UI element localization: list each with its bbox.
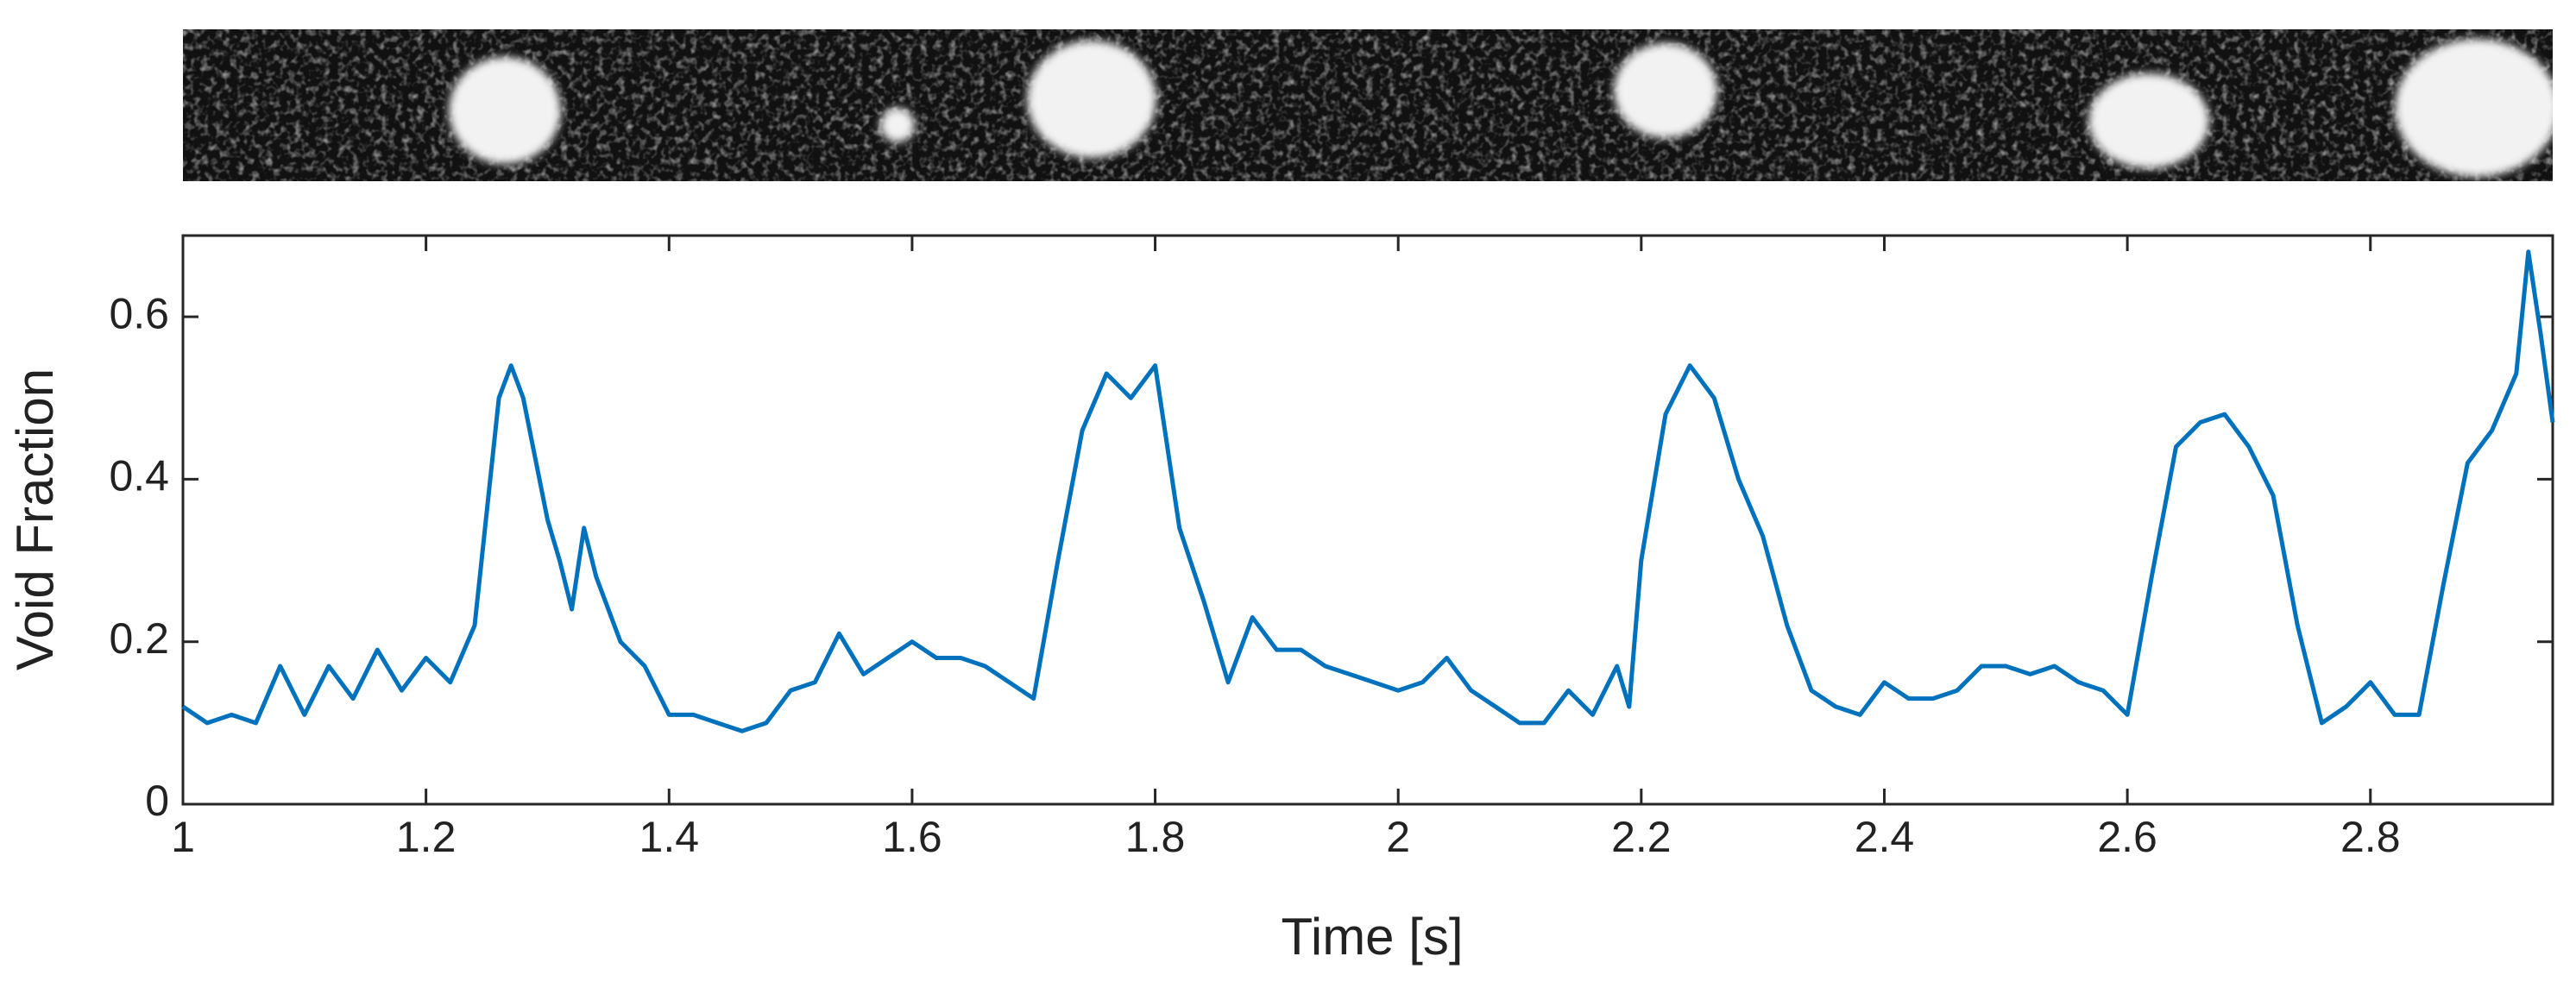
x-tick-label: 2.2 xyxy=(1611,813,1672,861)
x-tick-label: 1.6 xyxy=(882,813,942,861)
data-line xyxy=(181,249,2555,733)
x-tick-label: 1.4 xyxy=(639,813,700,861)
y-tick-label: 0 xyxy=(145,777,169,825)
x-tick-label: 1.2 xyxy=(396,813,457,861)
x-tick-label: 2.6 xyxy=(2097,813,2157,861)
x-tick-label: 2.8 xyxy=(2340,813,2401,861)
plot-box xyxy=(181,234,2554,806)
y-tick-label: 0.2 xyxy=(109,614,169,663)
y-tick-label: 0.4 xyxy=(109,452,169,500)
image-strip xyxy=(183,29,2553,181)
x-axis-title: Time [s] xyxy=(1281,908,1463,966)
x-tick-label: 2.4 xyxy=(1855,813,1915,861)
x-tick-label: 1 xyxy=(171,813,195,861)
x-tick-label: 1.8 xyxy=(1125,813,1186,861)
y-axis-title: Void Fraction xyxy=(6,368,64,670)
x-tick-label: 2 xyxy=(1386,813,1410,861)
y-tick-label: 0.6 xyxy=(109,289,169,337)
